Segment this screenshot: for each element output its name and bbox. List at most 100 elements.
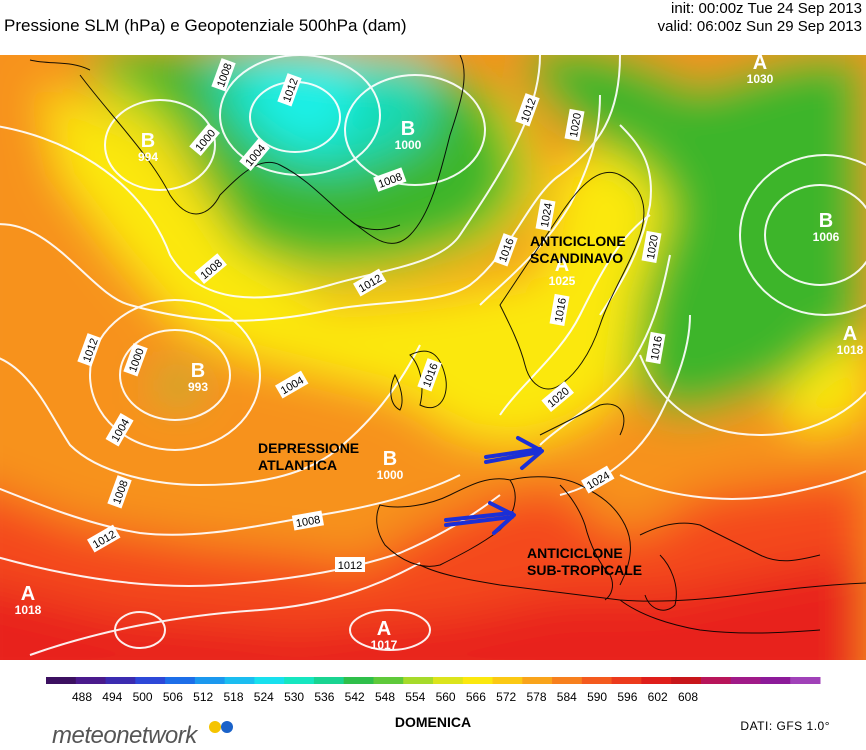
colorbar-tick: 608	[678, 690, 698, 704]
annotations: ANTICICLONE SCANDINAVO DEPRESSIONE ATLAN…	[258, 233, 642, 578]
pressure-center-value: 1018	[837, 343, 864, 357]
isobars	[0, 55, 866, 656]
svg-text:1020: 1020	[645, 234, 661, 260]
colorbar-swatch	[165, 677, 196, 684]
colorbar-swatches	[46, 677, 821, 684]
colorbar-swatch	[433, 677, 464, 684]
colorbar-tick-labels: 488 494 500 506 512 518 524 530 536 542 548 554 560 5…	[72, 690, 698, 704]
colorbar-swatch	[462, 677, 494, 684]
pressure-center-value: 1017	[371, 638, 398, 652]
pressure-center-letter: A	[377, 618, 391, 640]
pressure-center-letter: A	[753, 55, 767, 74]
pressure-center-value: 1030	[747, 72, 774, 86]
data-source: DATI: GFS 1.0°	[740, 719, 830, 733]
svg-text:1024: 1024	[539, 202, 555, 228]
colorbar-swatch	[46, 677, 77, 684]
isobar-label: 1008	[291, 510, 324, 531]
arrow-upper	[484, 436, 544, 470]
pressure-center-value: 1025	[549, 274, 576, 288]
pressure-center-letter: A	[843, 323, 857, 345]
isobar-label: 1016	[645, 331, 666, 364]
colorbar-swatch	[254, 677, 285, 684]
colorbar-swatch	[641, 677, 672, 684]
valid-time: valid: 06:00z Sun 29 Sep 2013	[657, 18, 862, 35]
isobar-label: 1016	[549, 293, 570, 326]
init-time: init: 00:00z Tue 24 Sep 2013	[671, 0, 862, 17]
pressure-center-letter: B	[383, 448, 397, 470]
colorbar-swatch	[373, 677, 404, 684]
annotation-scandinavian-high: ANTICICLONE SCANDINAVO	[530, 233, 630, 266]
forecast-day: DOMENICA	[394, 714, 472, 730]
logo-dots-icon	[209, 721, 233, 733]
colorbar-tick: 542	[345, 690, 365, 704]
pressure-center-letter: A	[21, 583, 35, 605]
pressure-center-letter: B	[191, 360, 205, 382]
colorbar-tick: 494	[102, 690, 122, 704]
pressure-center-letter: B	[819, 210, 833, 232]
colorbar-swatch	[492, 677, 523, 684]
pressure-center-letter: A	[555, 254, 569, 276]
pressure-center-value: 1000	[395, 138, 422, 152]
colorbar-swatch	[403, 677, 434, 684]
colorbar-tick: 584	[557, 690, 577, 704]
colorbar-swatch	[700, 677, 732, 684]
colorbar-swatch	[671, 677, 702, 684]
colorbar-tick: 518	[223, 690, 243, 704]
isobar-label: 1012	[335, 557, 365, 572]
isobar-label: 1024	[535, 198, 556, 231]
annotation-subtropical-high: ANTICICLONE SUB-TROPICALE	[527, 545, 642, 578]
colorbar-tick: 500	[133, 690, 153, 704]
colorbar-tick: 512	[193, 690, 213, 704]
colorbar-tick: 488	[72, 690, 92, 704]
chart-title: Pressione SLM (hPa) e Geopotenziale 500h…	[4, 16, 407, 35]
colorbar-tick: 572	[496, 690, 516, 704]
colorbar-tick: 602	[648, 690, 668, 704]
colorbar-swatch	[105, 677, 136, 684]
colorbar-swatch	[730, 677, 761, 684]
colorbar-swatch	[552, 677, 583, 684]
weather-map: 1008101210001004100810121020102410201016…	[0, 55, 866, 660]
colorbar-swatch	[224, 677, 255, 684]
pressure-center-letter: B	[401, 118, 415, 140]
arrow-lower	[444, 501, 516, 535]
colorbar-tick: 566	[466, 690, 486, 704]
colorbar-tick: 536	[314, 690, 334, 704]
pressure-center-value: 994	[138, 150, 158, 164]
flow-arrows	[444, 436, 544, 535]
colorbar-legend: 488 494 500 506 512 518 524 530 536 542 548 554 560 5…	[46, 677, 821, 704]
colorbar-swatch	[581, 677, 613, 684]
svg-text:1008: 1008	[295, 514, 321, 530]
colorbar-swatch	[313, 677, 345, 684]
colorbar-tick: 590	[587, 690, 607, 704]
colorbar-swatch	[194, 677, 226, 684]
colorbar-swatch	[284, 677, 315, 684]
colorbar-tick: 548	[375, 690, 395, 704]
colorbar-tick: 506	[163, 690, 183, 704]
colorbar-swatch	[343, 677, 374, 684]
colorbar-swatch	[790, 677, 821, 684]
isobar-label: 1020	[564, 108, 585, 141]
svg-text:1016: 1016	[649, 335, 665, 361]
pressure-center-value: 1018	[15, 603, 42, 617]
colorbar-swatch	[75, 677, 107, 684]
colorbar-swatch	[135, 677, 166, 684]
colorbar-tick: 596	[617, 690, 637, 704]
colorbar-swatch	[611, 677, 642, 684]
colorbar-swatch	[760, 677, 791, 684]
colorbar-tick: 578	[526, 690, 546, 704]
pressure-center-value: 1006	[813, 230, 840, 244]
svg-text:1020: 1020	[568, 112, 584, 138]
colorbar-tick: 524	[254, 690, 274, 704]
svg-text:1012: 1012	[338, 560, 362, 572]
pressure-centers: B994B1000B993B1000B1006A1030A1025A1018A1…	[15, 55, 864, 652]
